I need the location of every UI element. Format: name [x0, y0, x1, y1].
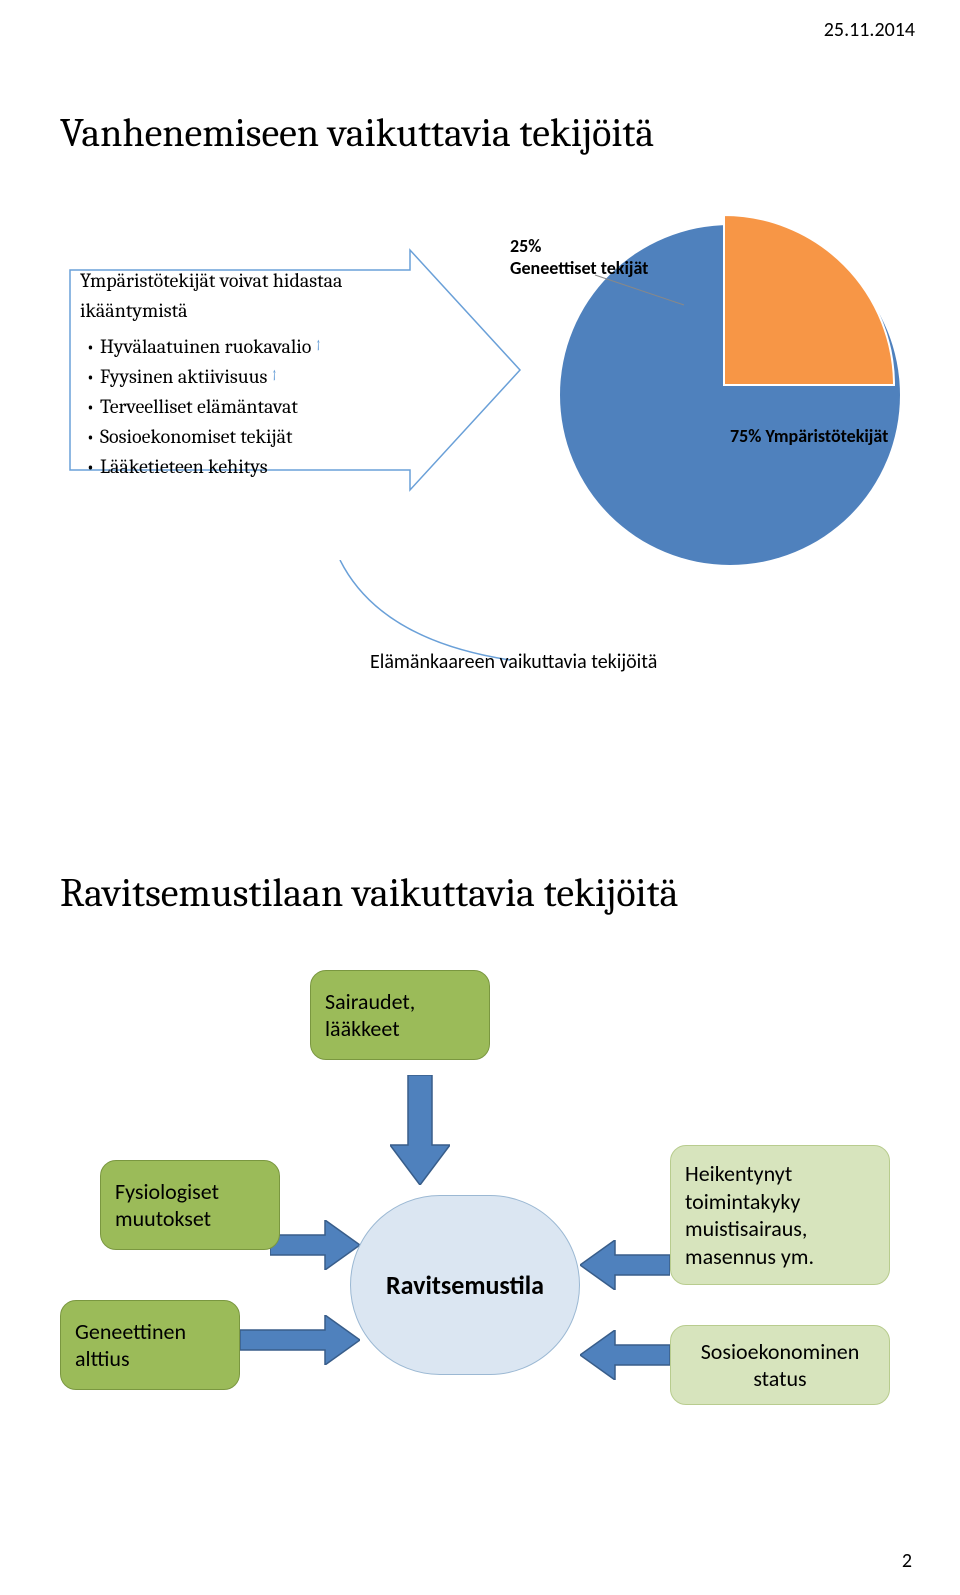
list-item: Hyvälaatuinen ruokavalio ↑	[86, 332, 420, 362]
section2-title: Ravitsemustilaan vaikuttavia tekijöitä	[60, 870, 900, 916]
up-arrow-icon: ↑	[316, 334, 321, 360]
block-arrow-left	[580, 1240, 670, 1290]
page-date: 25.11.2014	[824, 18, 915, 42]
pie-label-25: 25% Geneettiset tekijät	[510, 235, 670, 279]
pie-label-75: 75% Ympäristötekijät	[730, 425, 930, 447]
block-arrow-down	[390, 1075, 450, 1185]
block-arrow-right	[240, 1315, 360, 1365]
arrow-callout: Ympäristötekijät voivat hidastaa ikäänty…	[60, 240, 480, 500]
arrow-lead: Ympäristötekijät voivat hidastaa ikäänty…	[80, 266, 420, 326]
flow-diagram: Sairaudet, lääkkeet Fysiologiset muutoks…	[60, 970, 900, 1470]
node-center: Ravitsemustila	[350, 1195, 580, 1375]
arrow-bullet-list: Hyvälaatuinen ruokavalio ↑ Fyysinen akti…	[80, 332, 420, 482]
list-item: Lääketieteen kehitys	[86, 452, 420, 482]
node-sosio: Sosioekonominen status	[670, 1325, 890, 1405]
block-arrow-left	[580, 1330, 670, 1380]
list-item: Terveelliset elämäntavat	[86, 392, 420, 422]
pie-caption: Elämänkaareen vaikuttavia tekijöitä	[370, 650, 657, 674]
section1-title: Vanhenemiseen vaikuttavia tekijöitä	[60, 110, 900, 156]
page-number: 2	[902, 1549, 912, 1573]
arrow-text: Ympäristötekijät voivat hidastaa ikäänty…	[80, 266, 420, 482]
list-item: Fyysinen aktiivisuus ↑	[86, 362, 420, 392]
section-nutrition-factors: Ravitsemustilaan vaikuttavia tekijöitä S…	[60, 870, 900, 976]
up-arrow-icon: ↑	[272, 364, 277, 390]
node-fysiologiset: Fysiologiset muutokset	[100, 1160, 280, 1250]
list-item: Sosioekonomiset tekijät	[86, 422, 420, 452]
node-geneettinen: Geneettinen alttius	[60, 1300, 240, 1390]
pie-chart: 25% Geneettiset tekijät 75% Ympäristötek…	[500, 205, 940, 565]
node-heikentynyt: Heikentynyt toimintakyky muistisairaus, …	[670, 1145, 890, 1285]
section-aging-factors: Vanhenemiseen vaikuttavia tekijöitä Ympä…	[60, 110, 900, 216]
node-sairaudet: Sairaudet, lääkkeet	[310, 970, 490, 1060]
block-arrow-right	[270, 1220, 360, 1270]
